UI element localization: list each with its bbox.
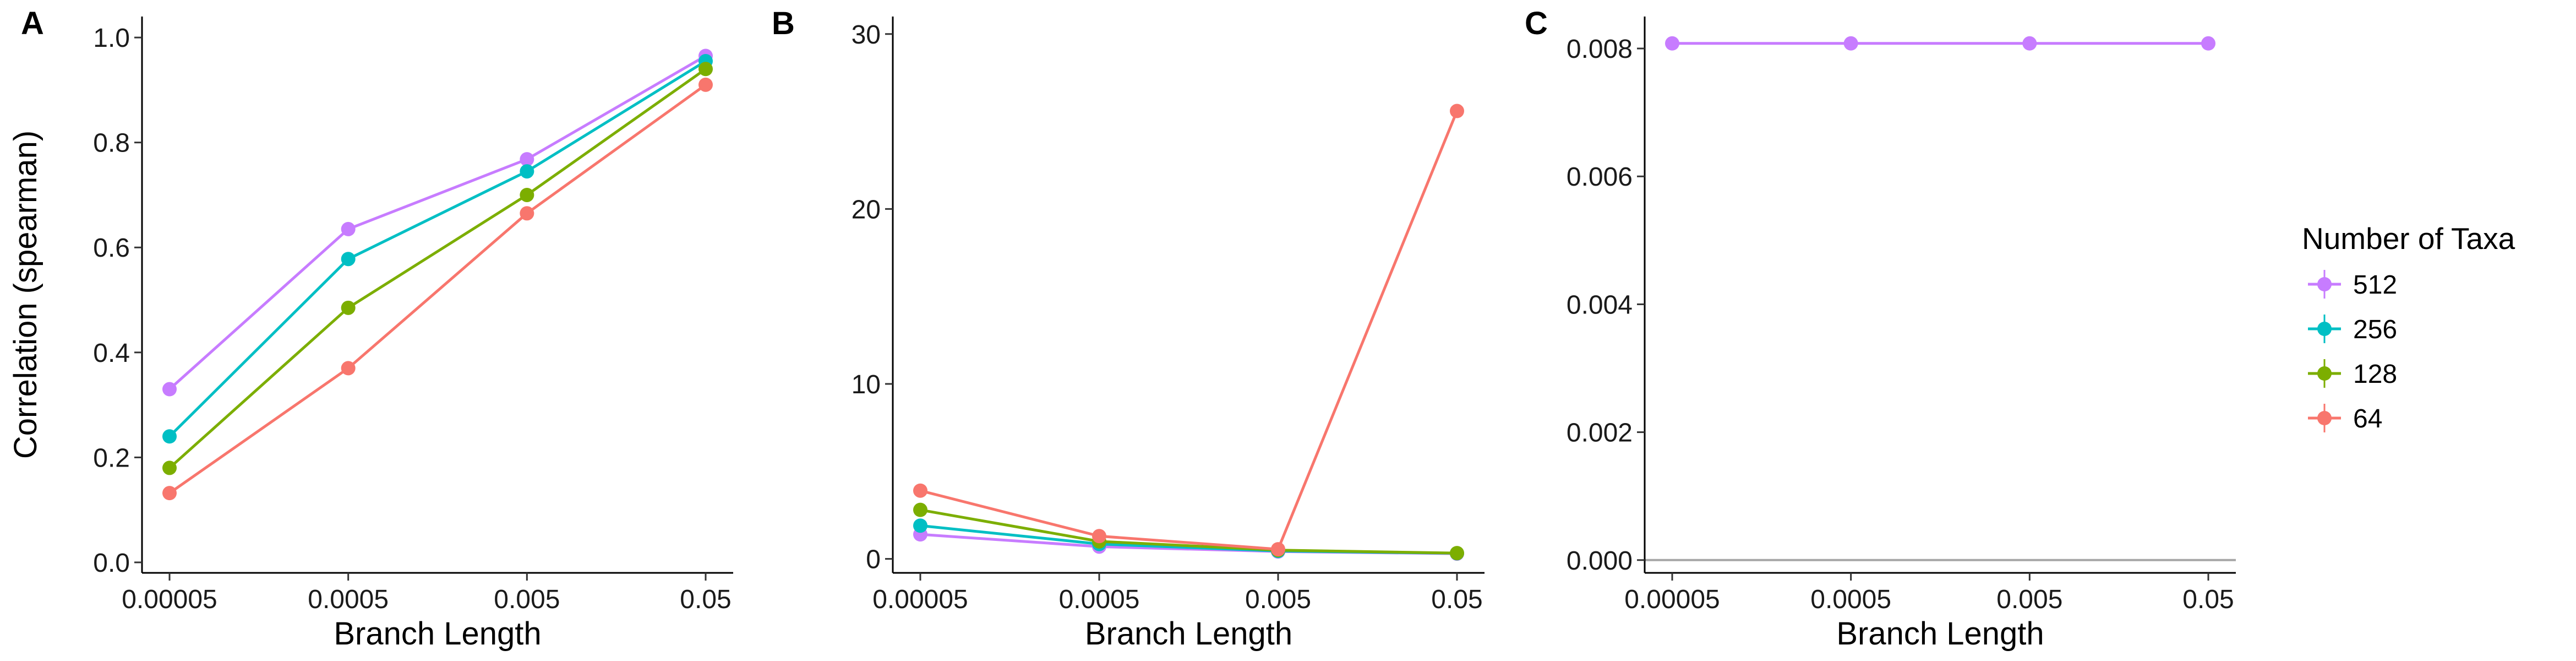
x-tick-label: 0.05 bbox=[1431, 585, 1482, 614]
series-64 bbox=[913, 104, 1464, 557]
x-tick-label: 0.005 bbox=[1996, 585, 2062, 614]
y-tick-label: 30 bbox=[852, 20, 881, 50]
data-point bbox=[341, 252, 356, 267]
series-line bbox=[920, 508, 1458, 555]
legend-entry-128: 128 bbox=[2308, 359, 2397, 389]
series-line bbox=[168, 55, 707, 391]
x-tick-label: 0.00005 bbox=[1624, 585, 1720, 614]
x-tick-label: 0.05 bbox=[680, 585, 731, 614]
legend-title: Number of Taxa bbox=[2302, 221, 2515, 256]
data-point bbox=[913, 483, 927, 498]
x-tick-label: 0.005 bbox=[1245, 585, 1311, 614]
x-tick-label: 0.005 bbox=[494, 585, 560, 614]
series-128 bbox=[913, 502, 1464, 561]
y-axis-title: Correlation (spearman) bbox=[8, 131, 43, 459]
data-point bbox=[1843, 36, 1858, 51]
data-point bbox=[2022, 36, 2037, 51]
data-point bbox=[162, 486, 177, 501]
y-tick-label: 10 bbox=[852, 370, 881, 399]
y-tick-label: 1.0 bbox=[93, 24, 130, 53]
data-point bbox=[341, 221, 356, 236]
data-point bbox=[520, 187, 534, 202]
y-tick-label: 0.000 bbox=[1567, 546, 1633, 576]
series-512 bbox=[1665, 36, 2215, 51]
legend-key-dot bbox=[2317, 366, 2332, 381]
data-point bbox=[913, 502, 927, 517]
panel-b: B 0 10 20 30 0.00005 0.0005 0.005 0.05 Branch Len… bbox=[772, 6, 1485, 652]
series-line bbox=[920, 110, 1459, 551]
series-64 bbox=[162, 77, 713, 501]
series-512 bbox=[162, 48, 713, 397]
panel-a: A 0.0 0.2 0.4 0.6 0.8 1.0 0.00005 0.0005 0.005 0.0… bbox=[8, 6, 733, 652]
legend-key-dot bbox=[2317, 411, 2332, 425]
panel-c: C 0.000 0.002 0.004 0.006 0.008 0.00005 0.0005 0… bbox=[1525, 6, 2236, 652]
y-tick-label: 0.004 bbox=[1567, 290, 1633, 319]
y-tick-label: 0.4 bbox=[93, 339, 130, 368]
series-line bbox=[168, 59, 707, 438]
x-tick-label: 0.00005 bbox=[122, 585, 217, 614]
y-tick-label: 0.0 bbox=[93, 549, 130, 578]
series-256 bbox=[162, 53, 713, 444]
data-point bbox=[1092, 529, 1106, 544]
legend-key-dot bbox=[2317, 277, 2332, 291]
legend: Number of Taxa 512 256 128 64 bbox=[2302, 221, 2515, 434]
panels: A 0.0 0.2 0.4 0.6 0.8 1.0 0.00005 0.0005 0.005 0.0… bbox=[8, 6, 2236, 652]
x-tick-label: 0.0005 bbox=[1059, 585, 1140, 614]
data-point bbox=[162, 382, 177, 397]
series-line bbox=[168, 68, 707, 469]
y-tick-label: 0.6 bbox=[93, 234, 130, 263]
x-tick-label: 0.0005 bbox=[1810, 585, 1891, 614]
legend-entries: 512 256 128 64 bbox=[2308, 270, 2397, 434]
x-axis-title: Branch Length bbox=[1836, 616, 2044, 652]
data-point bbox=[341, 300, 356, 315]
y-tick-label: 0.008 bbox=[1567, 35, 1633, 64]
panel-letter: A bbox=[21, 6, 44, 41]
legend-label: 256 bbox=[2353, 315, 2397, 344]
data-point bbox=[162, 460, 177, 475]
data-point bbox=[162, 429, 177, 444]
legend-entry-64: 64 bbox=[2308, 404, 2382, 434]
x-axis-title: Branch Length bbox=[334, 616, 541, 652]
y-tick-label: 0.002 bbox=[1567, 419, 1633, 448]
legend-entry-256: 256 bbox=[2308, 315, 2397, 344]
legend-label: 512 bbox=[2353, 270, 2397, 300]
data-point bbox=[1665, 36, 1679, 51]
data-point bbox=[1271, 542, 1285, 557]
legend-label: 128 bbox=[2353, 360, 2397, 389]
y-tick-label: 0 bbox=[866, 545, 881, 575]
panel-letter: C bbox=[1525, 6, 1548, 41]
data-point bbox=[698, 77, 713, 92]
data-point bbox=[520, 164, 534, 179]
legend-label: 64 bbox=[2353, 404, 2382, 434]
legend-entry-512: 512 bbox=[2308, 270, 2397, 300]
x-tick-label: 0.05 bbox=[2182, 585, 2234, 614]
data-point bbox=[520, 206, 534, 221]
data-point bbox=[2201, 36, 2215, 51]
panel-letter: B bbox=[772, 6, 795, 41]
y-tick-label: 0.2 bbox=[93, 443, 130, 473]
y-tick-label: 0.8 bbox=[93, 129, 130, 158]
x-tick-label: 0.0005 bbox=[308, 585, 389, 614]
series-line bbox=[168, 83, 707, 495]
data-point bbox=[698, 62, 713, 77]
x-tick-label: 0.00005 bbox=[872, 585, 968, 614]
y-tick-label: 0.006 bbox=[1567, 162, 1633, 192]
data-point bbox=[341, 361, 356, 376]
data-point bbox=[913, 518, 927, 533]
data-point bbox=[1450, 546, 1464, 561]
series-128 bbox=[162, 62, 713, 475]
legend-key-dot bbox=[2317, 322, 2332, 336]
y-tick-label: 20 bbox=[852, 195, 881, 224]
x-axis-title: Branch Length bbox=[1085, 616, 1292, 652]
data-point bbox=[520, 152, 534, 167]
data-point bbox=[1450, 104, 1464, 118]
